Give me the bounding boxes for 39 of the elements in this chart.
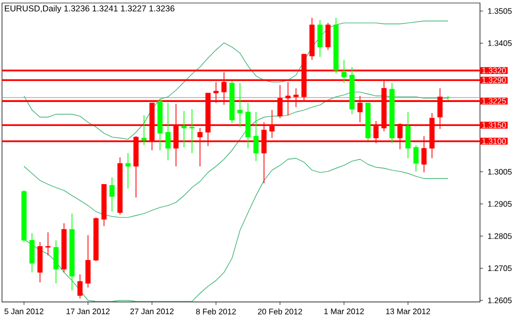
candlestick <box>445 96 451 101</box>
candlestick <box>341 59 347 84</box>
candlestick <box>181 110 187 148</box>
x-tick-label: 17 Jan 2012 <box>66 308 110 314</box>
y-tick-label: 1.3505 <box>488 8 512 14</box>
x-tick-label: 20 Feb 2012 <box>258 308 302 314</box>
candlestick <box>237 82 243 128</box>
ref-line-label: 1.3225 <box>482 98 506 104</box>
ref-line-label: 1.3150 <box>482 122 506 128</box>
candlestick <box>53 240 59 284</box>
x-tick-label: 27 Jan 2012 <box>130 308 174 314</box>
x-tick-label: 8 Feb 2012 <box>196 308 236 314</box>
x-tick-label: 1 Mar 2012 <box>324 308 364 314</box>
ref-line-label: 1.3320 <box>482 68 506 74</box>
candlestick <box>141 114 147 146</box>
ref-line-label: 1.3290 <box>482 77 506 83</box>
x-tick-label: 5 Jan 2012 <box>4 308 44 314</box>
candlestick <box>189 108 195 154</box>
y-tick-label: 1.2605 <box>488 298 512 304</box>
y-tick-label: 1.3405 <box>488 40 512 46</box>
candlestick <box>165 102 171 161</box>
candlestick <box>413 144 419 172</box>
y-tick-label: 1.2805 <box>488 233 512 239</box>
y-tick-label: 1.2905 <box>488 201 512 207</box>
candlestick <box>85 234 91 288</box>
x-tick-label: 13 Mar 2012 <box>386 308 430 314</box>
candlestick <box>77 274 83 299</box>
ref-line-label: 1.3100 <box>482 138 506 144</box>
y-tick-label: 1.2705 <box>488 265 512 272</box>
candlestick <box>317 20 323 58</box>
candlestick <box>325 22 331 50</box>
candlestick <box>405 112 411 159</box>
candlestick <box>253 112 259 162</box>
y-tick-label: 1.3005 <box>488 168 512 175</box>
candlestick <box>45 232 51 256</box>
candlestick <box>29 232 35 273</box>
candlestick <box>125 152 131 189</box>
candlestick <box>109 176 115 212</box>
chart-title: EURUSD,Daily 1.3236 1.3241 1.3227 1.3236 <box>4 5 174 14</box>
